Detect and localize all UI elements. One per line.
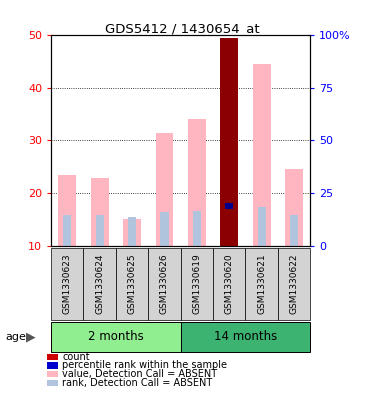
Bar xyxy=(155,132,173,246)
Bar xyxy=(220,38,238,246)
Bar xyxy=(188,119,206,246)
Text: percentile rank within the sample: percentile rank within the sample xyxy=(62,360,227,371)
Bar xyxy=(96,215,104,246)
Text: value, Detection Call = ABSENT: value, Detection Call = ABSENT xyxy=(62,369,217,379)
Bar xyxy=(253,64,270,246)
Text: GSM1330622: GSM1330622 xyxy=(289,254,299,314)
Bar xyxy=(91,178,109,246)
Bar xyxy=(58,174,76,246)
Text: GDS5412 / 1430654_at: GDS5412 / 1430654_at xyxy=(105,22,260,35)
Text: GSM1330624: GSM1330624 xyxy=(95,254,104,314)
Text: ▶: ▶ xyxy=(26,331,36,343)
Text: GSM1330625: GSM1330625 xyxy=(128,253,137,314)
Bar xyxy=(290,215,298,246)
Text: GSM1330619: GSM1330619 xyxy=(192,253,201,314)
Bar xyxy=(225,202,233,209)
Bar xyxy=(63,215,71,246)
Bar xyxy=(123,219,141,246)
Text: rank, Detection Call = ABSENT: rank, Detection Call = ABSENT xyxy=(62,378,212,388)
Text: age: age xyxy=(5,332,26,342)
Text: GSM1330620: GSM1330620 xyxy=(225,253,234,314)
Bar xyxy=(285,169,303,246)
Text: GSM1330621: GSM1330621 xyxy=(257,253,266,314)
Text: count: count xyxy=(62,352,90,362)
Text: 2 months: 2 months xyxy=(88,331,144,343)
Bar xyxy=(128,217,136,246)
Text: 14 months: 14 months xyxy=(214,331,277,343)
Bar xyxy=(193,211,201,246)
Bar xyxy=(161,212,169,246)
Text: GSM1330626: GSM1330626 xyxy=(160,253,169,314)
Text: GSM1330623: GSM1330623 xyxy=(63,253,72,314)
Bar xyxy=(258,207,266,246)
